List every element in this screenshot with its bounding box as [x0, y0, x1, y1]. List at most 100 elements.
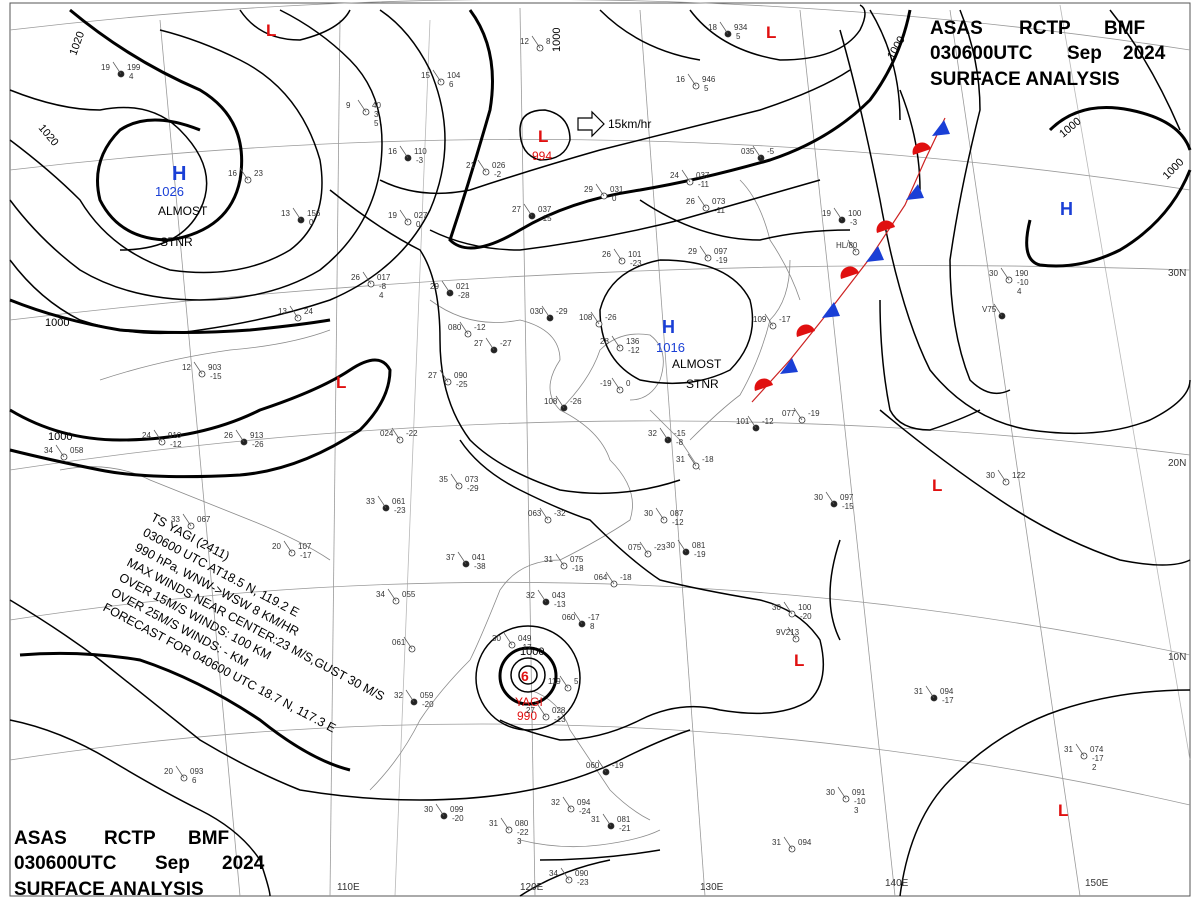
station-value: -32: [554, 509, 566, 518]
station-value: 26: [602, 250, 611, 259]
wind-barb: [182, 513, 192, 527]
wind-barb: [541, 305, 551, 319]
graticule: [9, 0, 1191, 897]
isobar: [839, 29, 1191, 435]
header-year: 2024: [222, 853, 265, 874]
wind-barb: [655, 507, 665, 521]
station-plot: 109 -17: [753, 313, 791, 330]
station-plot: 12 903-15: [182, 361, 222, 381]
station-plot: 30 081-19: [666, 539, 706, 559]
station-value: 100: [798, 603, 812, 612]
wind-barb: [611, 335, 621, 349]
wind-barb: [112, 61, 122, 75]
warm-front-semicircle: [840, 266, 859, 279]
station-value: 058: [70, 446, 84, 455]
station-plot: 060 -178: [562, 611, 600, 631]
lon-label-120e: 120E: [520, 882, 544, 893]
wind-barb: [391, 427, 401, 441]
station-marker: [60, 453, 68, 461]
header-station: RCTP: [104, 828, 156, 849]
station-value: 077: [782, 409, 796, 418]
station-value: -26: [252, 440, 264, 449]
station-value: 081: [617, 815, 631, 824]
station-plot: 075 -23: [628, 541, 666, 558]
wind-barb: [825, 491, 835, 505]
station-value: 9V213: [776, 628, 800, 637]
station-plot: HL/80: [836, 239, 860, 256]
typhoon-name: YAGI: [515, 695, 543, 709]
station-value: 109: [753, 315, 767, 324]
station-value: 32: [551, 798, 560, 807]
wind-barb: [432, 69, 442, 83]
station-plot: 31 075-18: [544, 553, 584, 573]
station-value: 24: [670, 171, 679, 180]
station-value: 18: [708, 23, 717, 32]
station-plot: 31 074-172: [1064, 743, 1104, 772]
station-value: 20: [272, 542, 281, 551]
station-value: -13: [554, 715, 566, 724]
station-value: -10: [1017, 278, 1029, 287]
station-plot: 30 097-15: [814, 491, 854, 511]
station-value: 20: [164, 767, 173, 776]
station-value: 31: [489, 819, 498, 828]
station-value: -17: [779, 315, 791, 324]
station-value: -10: [854, 797, 866, 806]
station-value: 107: [298, 542, 312, 551]
station-value: 4: [379, 291, 384, 300]
station-value: 27: [474, 339, 483, 348]
wind-barb: [787, 626, 797, 640]
isobar-label: 1000: [520, 646, 544, 658]
station-value: 064: [594, 573, 608, 582]
low-value: 994: [532, 149, 552, 163]
station-plot: 16 110-3: [388, 145, 427, 165]
station-value: 32: [526, 591, 535, 600]
station-value: 097: [714, 247, 728, 256]
wind-barb: [562, 796, 572, 810]
isobar-label: 1000: [45, 317, 69, 329]
station-value: -8: [379, 282, 387, 291]
warm-front-semicircle: [796, 324, 815, 337]
typhoon-symbol: 6: [521, 668, 529, 684]
station-value: -12: [474, 323, 486, 332]
wind-barb: [681, 169, 691, 183]
station-plot: 30 122: [986, 469, 1026, 486]
station-value: 041: [472, 553, 486, 562]
high-pressure-1016: H 1016 ALMOST STNR: [656, 317, 722, 391]
isobar: [9, 719, 271, 897]
station-value: 8: [546, 37, 551, 46]
station-value: 101: [736, 417, 750, 426]
station-value: 37: [446, 553, 455, 562]
station-plot: 27 037-15: [512, 203, 552, 223]
station-value: -22: [406, 429, 418, 438]
station-value: 946: [702, 75, 716, 84]
station-value: 31: [591, 815, 600, 824]
station-plot: 31 094: [772, 836, 812, 853]
station-plot: 9V213: [776, 626, 800, 643]
isobar: [9, 9, 446, 335]
station-value: 101: [628, 250, 642, 259]
wind-barb: [399, 145, 409, 159]
station-value: 26: [351, 273, 360, 282]
cold-front-triangle: [822, 302, 840, 318]
wind-barb: [605, 571, 615, 585]
isobar: [829, 539, 841, 641]
station-value: 055: [402, 590, 416, 599]
station-value: 30: [644, 509, 653, 518]
wind-barb: [283, 540, 293, 554]
isobar: [9, 29, 323, 274]
station-value: 075: [628, 543, 642, 552]
station-value: 30: [424, 805, 433, 814]
high-symbol: H: [662, 317, 675, 337]
station-value: 16: [228, 169, 237, 178]
station-value: -23: [654, 543, 666, 552]
station-value: 913: [250, 431, 264, 440]
station-plot: 32 043-13: [526, 589, 566, 609]
station-value: -19: [716, 256, 728, 265]
station-plot: 31 -18: [676, 453, 714, 470]
header-agency: ASAS: [14, 828, 67, 849]
